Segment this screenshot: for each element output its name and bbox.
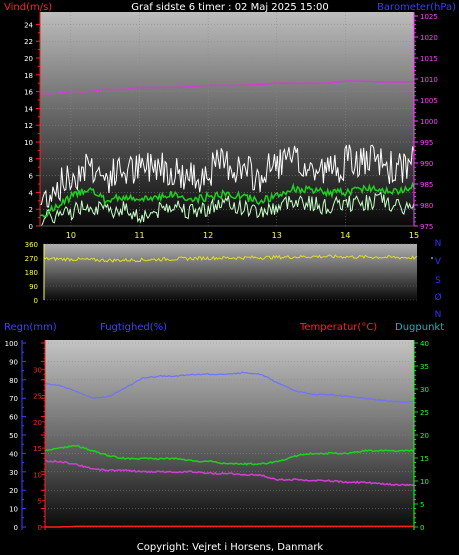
rain-tick-label: 50	[9, 432, 18, 440]
compass-v: V	[435, 257, 442, 267]
direction-tick-label: 0	[34, 297, 38, 305]
rain-tick-label: 100	[5, 340, 18, 348]
wind-tick-label: 8	[29, 156, 33, 164]
chart-title: Graf sidste 6 timer : 02 Maj 2025 15:00	[131, 2, 329, 13]
wind-gust-line	[39, 144, 415, 208]
wind-pressure-panel: 2422201816141210864201025102010151010100…	[24, 12, 438, 240]
wind-tick-label: 6	[29, 173, 34, 181]
compass-indicator-dot	[431, 257, 433, 259]
temperature-line	[45, 525, 414, 528]
time-tick-label: 10	[66, 231, 76, 240]
barometer-tick-label: 975	[420, 223, 433, 231]
rain-tick-label: 10	[9, 506, 18, 514]
wind-tick-label: 22	[24, 38, 33, 46]
copyright-footer: Copyright: Vejret i Horsens, Danmark	[137, 542, 324, 553]
humidity-line	[45, 371, 415, 404]
barometer-tick-label: 1015	[420, 55, 438, 63]
rain-tick-label: 90	[9, 358, 18, 366]
wind-tick-label: 4	[29, 189, 34, 197]
compass-s: S	[435, 276, 441, 286]
wind-tick-label: 2	[29, 206, 33, 214]
barometer-tick-label: 1010	[420, 76, 438, 84]
compass-o: Ø	[434, 292, 441, 303]
wind-direction-line	[43, 254, 418, 263]
time-tick-label: 11	[134, 231, 144, 240]
compass-n-top: N	[435, 239, 442, 249]
rain-tick-label: 20	[9, 487, 18, 495]
time-tick-label: 14	[340, 231, 350, 240]
humidity-axis-title: Fugtighed(%)	[100, 322, 167, 333]
temperature-tick-label: 10	[33, 471, 42, 479]
rain-tick-label: 80	[9, 377, 18, 385]
barometer-tick-label: 1000	[420, 118, 438, 126]
temperature-axis-title: Temperatur(°C)	[299, 322, 377, 333]
wind-low-line	[40, 191, 415, 227]
wind-average-line	[39, 181, 415, 219]
direction-tick-label: 180	[25, 269, 38, 277]
wind-tick-label: 0	[29, 223, 33, 231]
temperature-tick-label: 0	[38, 524, 42, 532]
rain-axis-title: Regn(mm)	[4, 322, 57, 333]
barometer-tick-label: 1025	[420, 13, 438, 21]
right-tick-label: 10	[420, 478, 429, 486]
temperature-tick-label: 15	[33, 445, 42, 453]
wind-tick-label: 10	[24, 139, 33, 147]
time-tick-label: 15	[409, 231, 419, 240]
barometer-tick-label: 985	[420, 181, 433, 189]
wind-tick-label: 16	[24, 89, 33, 97]
barometer-axis-title: Barometer(hPa)	[377, 2, 456, 13]
barometer-tick-label: 995	[420, 139, 433, 147]
dewpoint-axis-title: Dugpunkt	[395, 322, 444, 333]
temperature-tick-label: 20	[33, 419, 42, 427]
right-tick-label: 35	[420, 363, 429, 371]
right-tick-label: 15	[420, 455, 429, 463]
barometer-tick-label: 980	[420, 202, 433, 210]
rain-tick-label: 40	[9, 450, 18, 458]
barometer-tick-label: 990	[420, 160, 433, 168]
barometer-line	[39, 80, 415, 95]
time-tick-label: 12	[203, 231, 213, 240]
rain-tick-label: 30	[9, 469, 18, 477]
right-tick-label: 30	[420, 386, 429, 394]
right-tick-label: 25	[420, 409, 429, 417]
right-tick-label: 5	[420, 501, 424, 509]
barometer-tick-label: 1020	[420, 34, 438, 42]
temperature-tick-label: 30	[33, 366, 42, 374]
wind-axis-title: Vind(m/s)	[4, 2, 52, 13]
temperature-tick-label: 5	[38, 498, 42, 506]
right-tick-label: 20	[420, 432, 429, 440]
wind-tick-label: 14	[24, 105, 33, 113]
wind-tick-label: 20	[24, 55, 33, 63]
wind-tick-label: 24	[24, 21, 33, 29]
barometer-tick-label: 1005	[420, 97, 438, 105]
lower-plot-area	[45, 340, 414, 530]
temperature-tick-label: 25	[33, 393, 42, 401]
rain-tick-label: 0	[14, 524, 18, 532]
wind-tick-label: 18	[24, 72, 33, 80]
compass-n-bottom: N	[435, 310, 442, 320]
wind-tick-label: 12	[24, 122, 33, 130]
direction-tick-label: 360	[25, 241, 38, 249]
right-tick-label: 40	[420, 340, 429, 348]
time-tick-label: 13	[272, 231, 282, 240]
right-tick-label: 0	[420, 524, 424, 532]
humidity-temperature-panel: 1009080706050403020100302520151050403530…	[5, 340, 429, 532]
rain-tick-label: 70	[9, 395, 18, 403]
direction-tick-label: 90	[29, 283, 38, 291]
dewpoint-line	[44, 459, 415, 487]
green-series-line	[44, 444, 414, 466]
rain-tick-label: 60	[9, 414, 18, 422]
direction-tick-label: 270	[25, 255, 38, 263]
